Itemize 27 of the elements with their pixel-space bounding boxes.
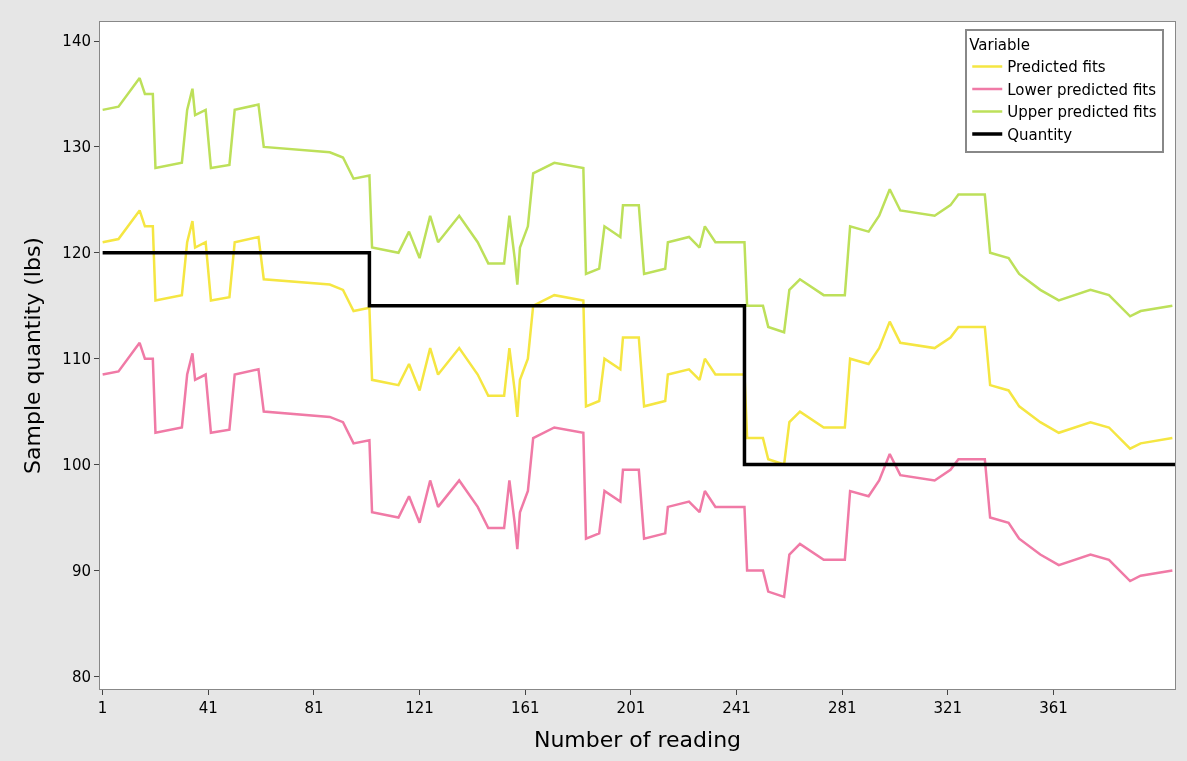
x-tick-label: 241 [722,699,751,717]
x-tick-label: 161 [510,699,540,717]
x-tick-label: 81 [304,699,324,717]
y-tick-label: 110 [62,349,91,368]
x-tick-label: 41 [198,699,218,717]
x-tick-label: 361 [1039,699,1068,717]
x-tick-label: 1 [97,699,108,717]
legend-label: Upper predicted fits [1007,103,1157,122]
legend-label: Predicted fits [1007,58,1106,77]
line-series [101,209,1174,466]
line-series [101,76,1174,334]
y-tick-label: 80 [71,667,91,686]
legend-label: Quantity [1007,125,1073,144]
y-tick-label: 140 [62,32,91,51]
x-tick-label: 201 [616,699,646,717]
y-tick-label: 100 [62,455,91,474]
y-tick-label: 130 [62,138,91,157]
y-tick-label: 120 [62,244,91,263]
y-axis-title: Sample quantity (lbs) [20,237,46,474]
legend-title: Variable [969,36,1030,55]
legend-label: Lower predicted fits [1007,80,1157,99]
y-tick-label: 90 [71,561,91,580]
x-tick-label: 121 [405,699,434,717]
x-tick-label: 281 [827,699,857,717]
line-series [101,341,1174,599]
x-axis-title: Number of reading [533,726,742,752]
x-tick-label: 321 [933,699,963,717]
